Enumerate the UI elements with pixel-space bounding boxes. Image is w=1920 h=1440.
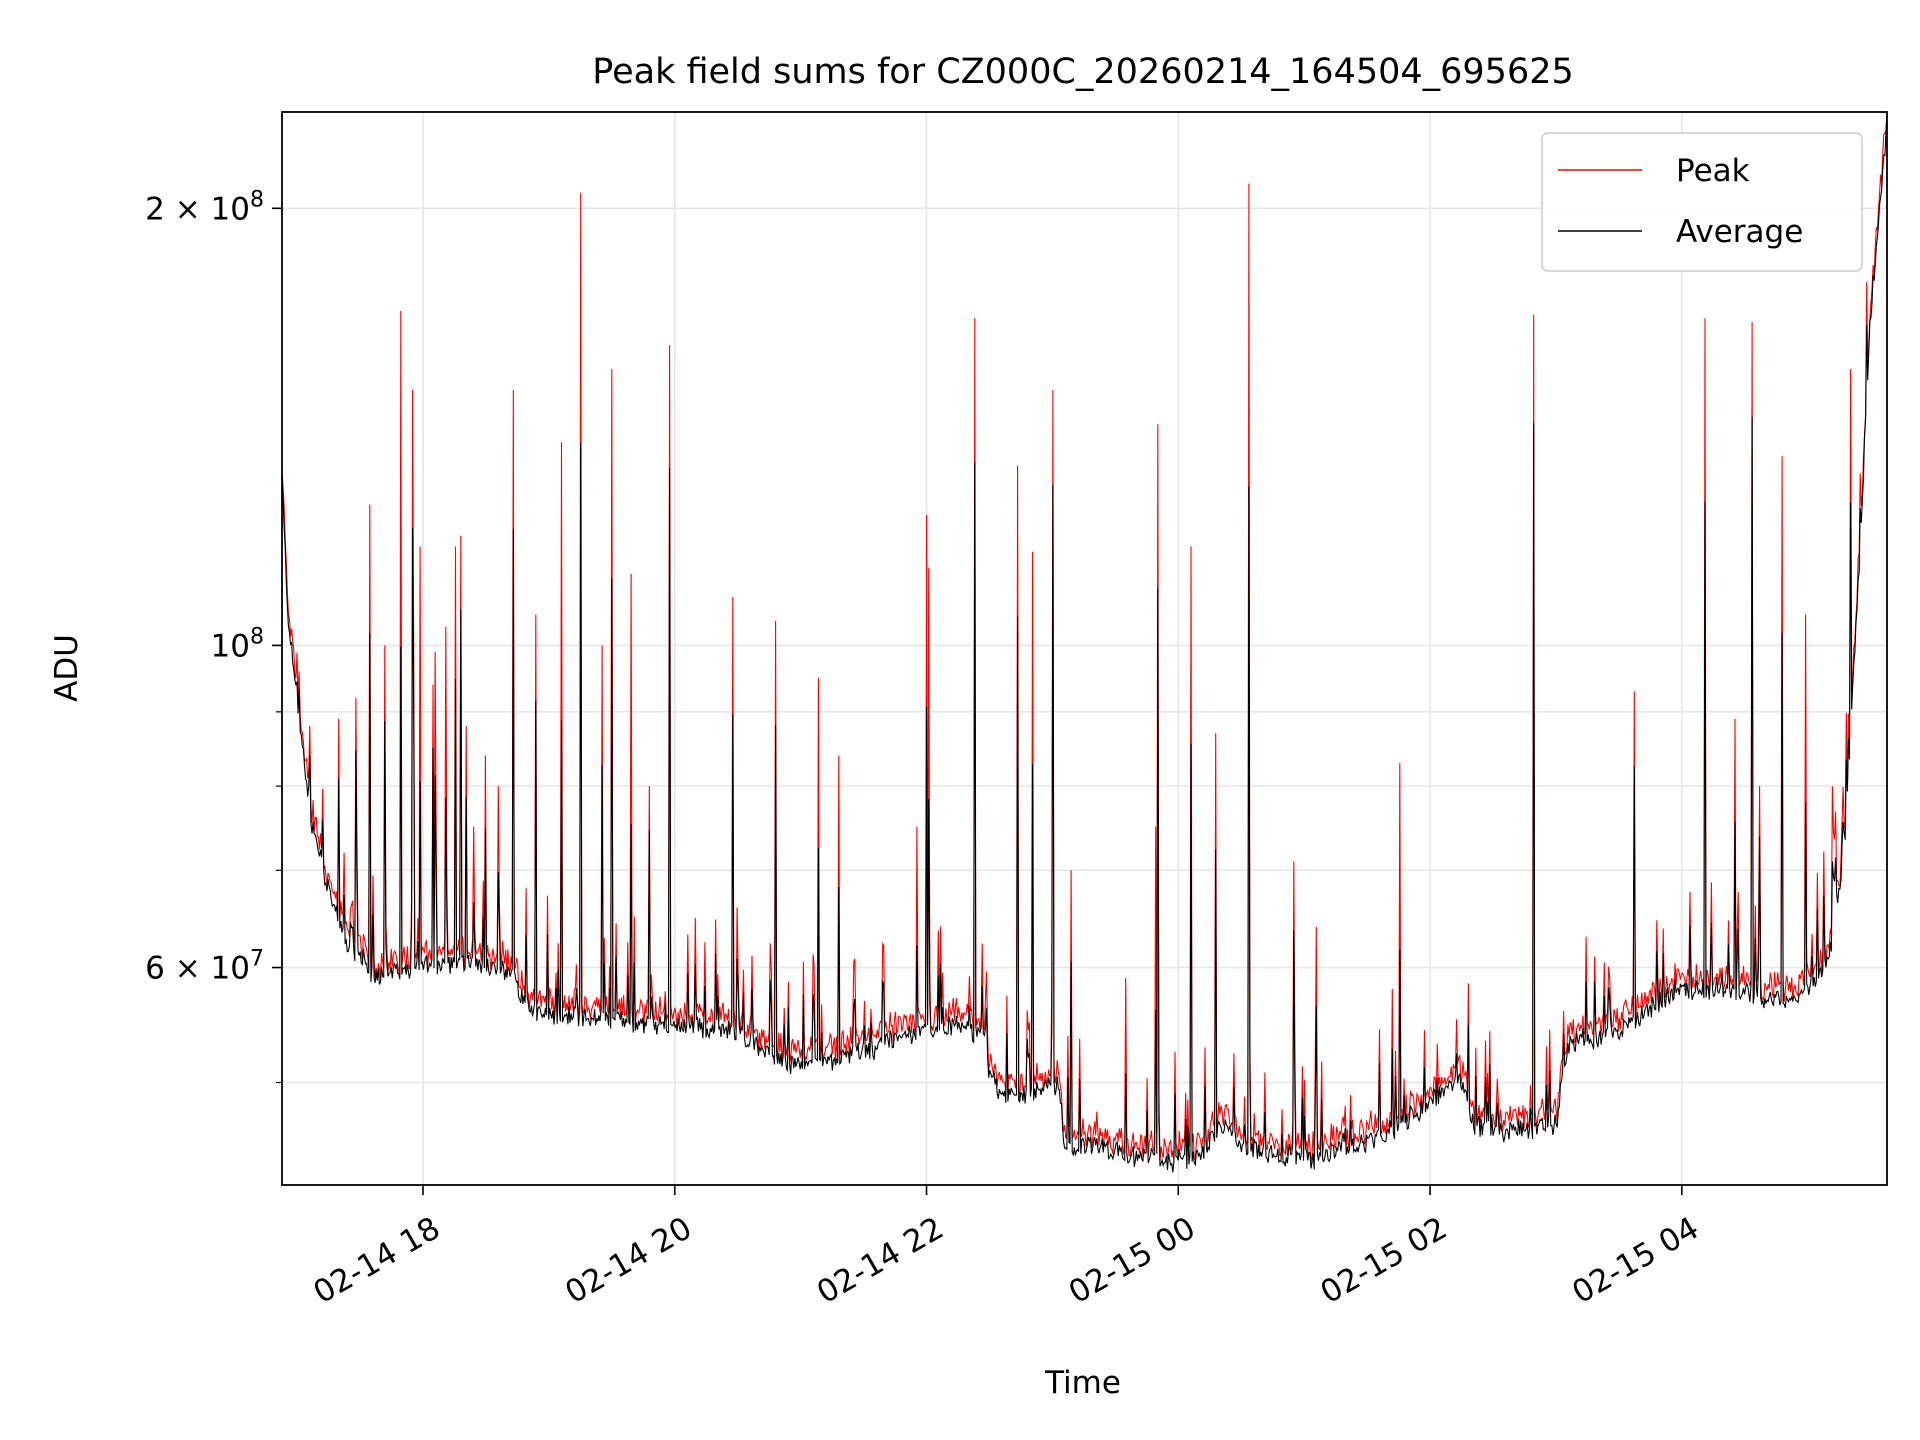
x-tick-label: 02-14 20: [559, 1210, 698, 1311]
y-axis-label: ADU: [49, 634, 85, 702]
y-tick-exponent: 8: [250, 187, 264, 212]
y-tick-exponent: 7: [250, 947, 264, 972]
legend-box: [1541, 132, 1863, 272]
x-tick-label: 02-15 04: [1566, 1210, 1705, 1311]
x-tick-label: 02-15 02: [1315, 1210, 1454, 1311]
legend: Peak Average: [1541, 132, 1863, 272]
y-tick-label: 108: [211, 624, 264, 664]
y-tick-times: ×: [165, 951, 211, 987]
x-axis-label: Time: [1044, 1365, 1121, 1401]
y-tick-label: 2 × 108: [145, 187, 264, 227]
chart-title: Peak field sums for CZ000C_20260214_1645…: [592, 52, 1574, 92]
y-tick-mantissa: 6: [145, 951, 165, 987]
series-layer: [281, 111, 1888, 1173]
x-tick-label: 02-14 22: [811, 1210, 950, 1311]
y-tick-base: 10: [211, 191, 250, 227]
legend-label-peak: Peak: [1676, 153, 1750, 189]
y-tick-times: ×: [165, 191, 211, 227]
series-line-average: [281, 113, 1888, 1173]
y-tick-base: 10: [211, 951, 250, 987]
legend-label-average: Average: [1676, 214, 1803, 250]
x-axis-ticks: 02-14 18 02-14 20 02-14 22 02-15 00 02-15 02…: [307, 1185, 1705, 1311]
grid-lines: [282, 112, 1887, 1185]
x-tick-label: 02-15 00: [1063, 1210, 1202, 1311]
y-tick-mantissa: 2: [145, 191, 165, 227]
plot-frame: [281, 111, 1888, 1186]
y-tick-exponent: 8: [250, 624, 264, 649]
series-line-peak: [281, 111, 1888, 1163]
x-tick-label: 02-14 18: [307, 1210, 446, 1311]
y-tick-base: 10: [211, 628, 250, 664]
y-tick-label: 6 × 107: [145, 947, 264, 987]
